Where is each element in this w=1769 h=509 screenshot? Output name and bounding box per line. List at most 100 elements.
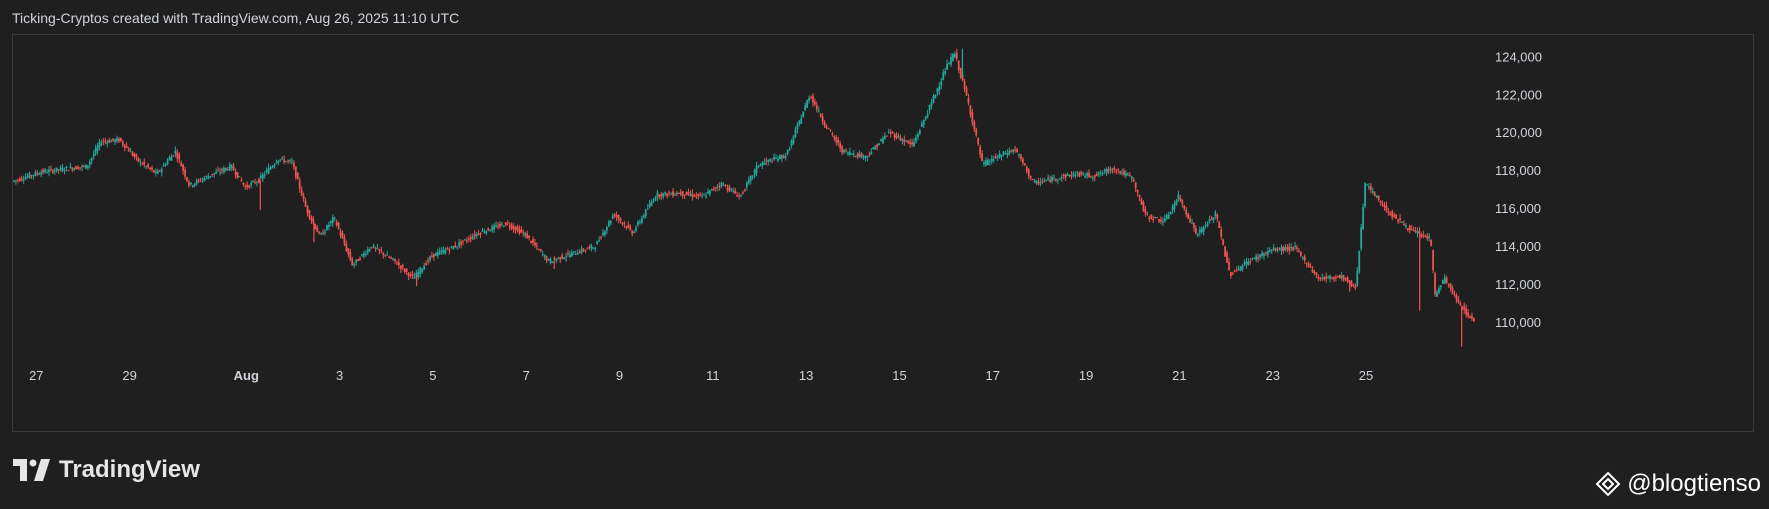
candle-body: [1064, 174, 1067, 178]
candle-body: [891, 132, 894, 134]
candle-body: [199, 180, 202, 182]
candle-body: [917, 133, 919, 137]
candle-body: [1224, 246, 1226, 257]
candle-body: [555, 259, 558, 261]
candle-body: [810, 96, 812, 98]
candle-body: [1274, 248, 1277, 251]
candle-body: [761, 162, 764, 166]
candle-body: [1210, 218, 1213, 220]
candle-body: [444, 249, 447, 253]
candle-body: [1237, 268, 1240, 270]
candle-body: [1115, 170, 1118, 173]
candle-body: [773, 156, 775, 160]
candle-body: [1348, 281, 1351, 283]
candle-body: [469, 237, 472, 240]
candle-body: [314, 224, 317, 229]
candle-body: [705, 195, 707, 198]
candle-body: [129, 151, 132, 153]
candle-body: [508, 225, 511, 227]
candle-body: [983, 162, 985, 165]
candle-body: [598, 240, 601, 242]
candle-body: [158, 170, 161, 172]
candle-body: [1471, 315, 1473, 319]
candle-body: [885, 135, 888, 137]
candle-body: [998, 153, 1001, 158]
candle-body: [1000, 154, 1003, 157]
candle-body: [545, 256, 548, 261]
candle-body: [296, 172, 299, 180]
candle-body: [539, 249, 542, 251]
candle-body: [1323, 276, 1326, 280]
candle-body: [744, 189, 746, 191]
candle-body: [969, 105, 972, 115]
y-tick-label: 122,000: [1495, 87, 1542, 102]
candle-body: [324, 231, 326, 233]
candle-body: [217, 170, 219, 172]
candle-body: [1239, 266, 1242, 271]
candle-body: [269, 167, 272, 170]
candle-body: [1469, 316, 1471, 318]
candle-body: [526, 233, 529, 239]
candle-body: [1434, 273, 1436, 295]
candle-body: [1198, 229, 1201, 233]
candle-body: [580, 248, 583, 253]
candle-body: [806, 100, 809, 108]
candle-body: [456, 246, 459, 248]
price-chart[interactable]: 110,000 112,000 114,000 116,000 118,000 120,0…: [13, 35, 1755, 433]
candle-body: [258, 178, 260, 183]
chart-frame[interactable]: 110,000 112,000 114,000 116,000 118,000 120,0…: [12, 34, 1754, 432]
candle-body: [522, 232, 525, 234]
candle-body: [34, 171, 37, 176]
candle-body: [1327, 276, 1330, 278]
candle-body: [675, 192, 678, 195]
candle-body: [1033, 181, 1036, 183]
candle-body: [782, 155, 785, 158]
candle-body: [1235, 270, 1238, 272]
candle-body: [876, 144, 879, 148]
candle-body: [114, 139, 116, 142]
candle-body: [180, 162, 183, 167]
candle-body: [755, 165, 758, 173]
candle-body: [703, 194, 705, 196]
candle-body: [646, 208, 649, 210]
candle-body: [1123, 170, 1125, 175]
candle-body: [86, 165, 89, 168]
candle-body: [534, 242, 536, 246]
candle-body: [848, 151, 851, 155]
candle-body: [310, 217, 313, 221]
candle-body: [1438, 288, 1440, 294]
candle-body: [1134, 182, 1137, 189]
candle-body: [1311, 269, 1314, 273]
candle-body: [1356, 270, 1359, 286]
candle-body: [557, 257, 560, 259]
candle-body: [207, 176, 210, 179]
x-tick-label: 13: [799, 368, 813, 383]
candle-body: [868, 154, 871, 156]
candle-body: [604, 231, 606, 235]
candle-body: [1389, 213, 1392, 216]
candle-body: [394, 258, 396, 262]
x-tick-label: 5: [429, 368, 436, 383]
candle-body: [1325, 276, 1328, 279]
candle-body: [1060, 176, 1063, 178]
candle-body: [924, 116, 927, 120]
candle-body: [1241, 265, 1244, 270]
candle-body: [609, 220, 612, 224]
candle-body: [1080, 172, 1083, 175]
candle-body: [639, 221, 641, 223]
candle-body: [1300, 251, 1302, 256]
candle-body: [448, 249, 451, 251]
candle-body: [1432, 250, 1434, 271]
candle-body: [1249, 261, 1252, 263]
candle-body: [1014, 149, 1017, 151]
candle-body: [1379, 201, 1382, 204]
candle-body: [1035, 180, 1038, 183]
candle-body: [1408, 225, 1411, 231]
candle-body: [1272, 247, 1275, 250]
x-tick-label: 15: [892, 368, 906, 383]
candle-body: [392, 258, 394, 260]
candle-body: [553, 257, 556, 260]
candle-body: [864, 155, 867, 158]
candle-body: [396, 263, 398, 265]
candle-body: [339, 231, 342, 236]
